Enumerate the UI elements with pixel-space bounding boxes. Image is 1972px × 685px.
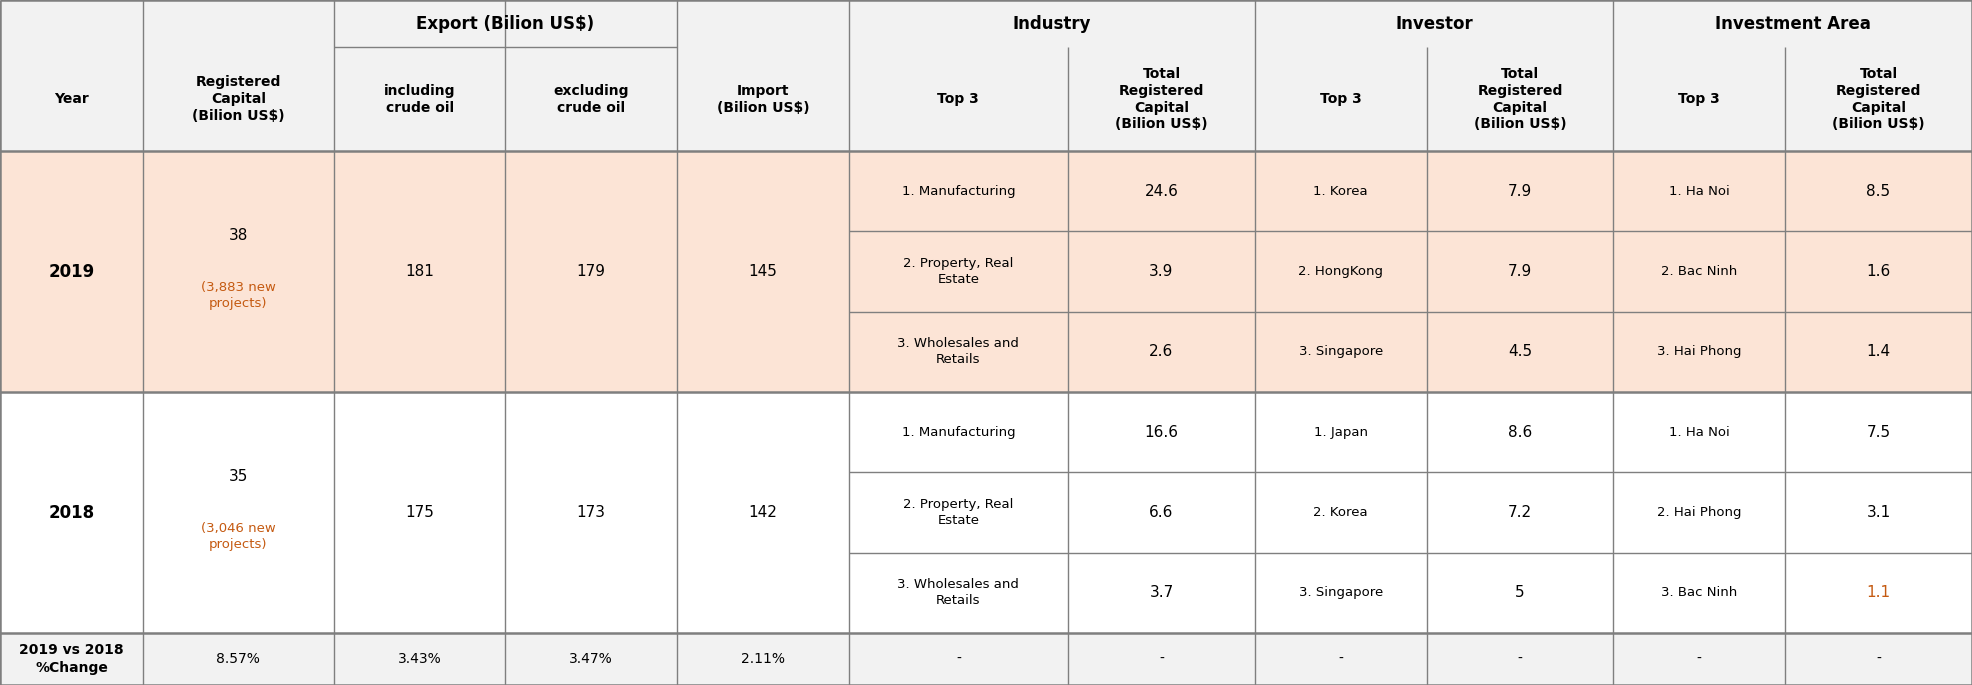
Text: 2.11%: 2.11% bbox=[741, 652, 785, 666]
Text: 2. Korea: 2. Korea bbox=[1313, 506, 1369, 519]
Text: Import
(Bilion US$): Import (Bilion US$) bbox=[716, 84, 809, 114]
Text: 3. Singapore: 3. Singapore bbox=[1300, 586, 1382, 599]
Text: excluding
crude oil: excluding crude oil bbox=[554, 84, 629, 114]
Text: 181: 181 bbox=[404, 264, 434, 279]
Text: Top 3: Top 3 bbox=[937, 92, 980, 106]
Text: 1. Ha Noi: 1. Ha Noi bbox=[1668, 185, 1729, 198]
Text: 3.1: 3.1 bbox=[1866, 505, 1891, 520]
Text: (3,046 new
projects): (3,046 new projects) bbox=[201, 522, 276, 551]
Text: 1. Manufacturing: 1. Manufacturing bbox=[901, 426, 1016, 439]
Text: 2. Property, Real
Estate: 2. Property, Real Estate bbox=[903, 498, 1014, 527]
Text: 1.1: 1.1 bbox=[1866, 586, 1891, 600]
Text: 3. Hai Phong: 3. Hai Phong bbox=[1656, 345, 1741, 358]
Text: -: - bbox=[1875, 652, 1881, 666]
Text: 1. Ha Noi: 1. Ha Noi bbox=[1668, 426, 1729, 439]
Text: 7.9: 7.9 bbox=[1509, 264, 1532, 279]
Bar bbox=[0, 151, 1972, 392]
Text: 3.43%: 3.43% bbox=[398, 652, 442, 666]
Text: 3. Singapore: 3. Singapore bbox=[1300, 345, 1382, 358]
Text: 5: 5 bbox=[1514, 586, 1524, 600]
Text: 1. Manufacturing: 1. Manufacturing bbox=[901, 185, 1016, 198]
Text: 2.6: 2.6 bbox=[1150, 345, 1173, 360]
Text: 2. Property, Real
Estate: 2. Property, Real Estate bbox=[903, 257, 1014, 286]
Text: 142: 142 bbox=[749, 505, 777, 520]
Text: 3. Wholesales and
Retails: 3. Wholesales and Retails bbox=[897, 578, 1020, 608]
Text: Top 3: Top 3 bbox=[1678, 92, 1720, 106]
Text: 3.9: 3.9 bbox=[1150, 264, 1173, 279]
Text: 24.6: 24.6 bbox=[1144, 184, 1179, 199]
Text: 38: 38 bbox=[229, 228, 248, 243]
Bar bbox=[0, 633, 1972, 685]
Text: 173: 173 bbox=[576, 505, 605, 520]
Text: 7.9: 7.9 bbox=[1509, 184, 1532, 199]
Text: 2. Bac Ninh: 2. Bac Ninh bbox=[1660, 265, 1737, 278]
Text: -: - bbox=[1160, 652, 1163, 666]
Text: Industry: Industry bbox=[1012, 14, 1091, 33]
Text: 8.57%: 8.57% bbox=[217, 652, 260, 666]
Text: Export (Bilion US$): Export (Bilion US$) bbox=[416, 14, 594, 33]
Text: 3. Bac Ninh: 3. Bac Ninh bbox=[1660, 586, 1737, 599]
Text: 8.5: 8.5 bbox=[1866, 184, 1891, 199]
Text: Investment Area: Investment Area bbox=[1716, 14, 1871, 33]
Text: -: - bbox=[1696, 652, 1702, 666]
Text: 1. Japan: 1. Japan bbox=[1313, 426, 1369, 439]
Text: 35: 35 bbox=[229, 469, 248, 484]
Bar bbox=[0, 392, 1972, 633]
Text: -: - bbox=[956, 652, 960, 666]
Text: 2019: 2019 bbox=[49, 262, 95, 281]
Text: 175: 175 bbox=[404, 505, 434, 520]
Text: 145: 145 bbox=[749, 264, 777, 279]
Text: 6.6: 6.6 bbox=[1150, 505, 1173, 520]
Text: 3.7: 3.7 bbox=[1150, 586, 1173, 600]
Text: 1.6: 1.6 bbox=[1866, 264, 1891, 279]
Text: 1.4: 1.4 bbox=[1866, 345, 1891, 360]
Text: Top 3: Top 3 bbox=[1319, 92, 1361, 106]
Text: including
crude oil: including crude oil bbox=[385, 84, 456, 114]
Text: 3.47%: 3.47% bbox=[570, 652, 613, 666]
Text: Total
Registered
Capital
(Bilion US$): Total Registered Capital (Bilion US$) bbox=[1473, 67, 1566, 132]
Text: Total
Registered
Capital
(Bilion US$): Total Registered Capital (Bilion US$) bbox=[1832, 67, 1925, 132]
Text: Investor: Investor bbox=[1396, 14, 1473, 33]
Text: -: - bbox=[1518, 652, 1522, 666]
Text: 2. Hai Phong: 2. Hai Phong bbox=[1656, 506, 1741, 519]
Text: 8.6: 8.6 bbox=[1509, 425, 1532, 440]
Text: 2018: 2018 bbox=[49, 503, 95, 521]
Text: 3. Wholesales and
Retails: 3. Wholesales and Retails bbox=[897, 338, 1020, 366]
Text: Year: Year bbox=[53, 92, 89, 106]
Text: 2019 vs 2018
%Change: 2019 vs 2018 %Change bbox=[20, 643, 124, 675]
Text: Registered
Capital
(Bilion US$): Registered Capital (Bilion US$) bbox=[191, 75, 284, 123]
Text: 179: 179 bbox=[576, 264, 605, 279]
Text: -: - bbox=[1339, 652, 1343, 666]
Text: 4.5: 4.5 bbox=[1509, 345, 1532, 360]
Text: 7.2: 7.2 bbox=[1509, 505, 1532, 520]
Text: 16.6: 16.6 bbox=[1144, 425, 1179, 440]
Text: 2. HongKong: 2. HongKong bbox=[1298, 265, 1382, 278]
Text: 1. Korea: 1. Korea bbox=[1313, 185, 1369, 198]
Text: 7.5: 7.5 bbox=[1866, 425, 1891, 440]
Text: (3,883 new
projects): (3,883 new projects) bbox=[201, 282, 276, 310]
Bar bbox=[0, 0, 1972, 151]
Text: Total
Registered
Capital
(Bilion US$): Total Registered Capital (Bilion US$) bbox=[1114, 67, 1207, 132]
